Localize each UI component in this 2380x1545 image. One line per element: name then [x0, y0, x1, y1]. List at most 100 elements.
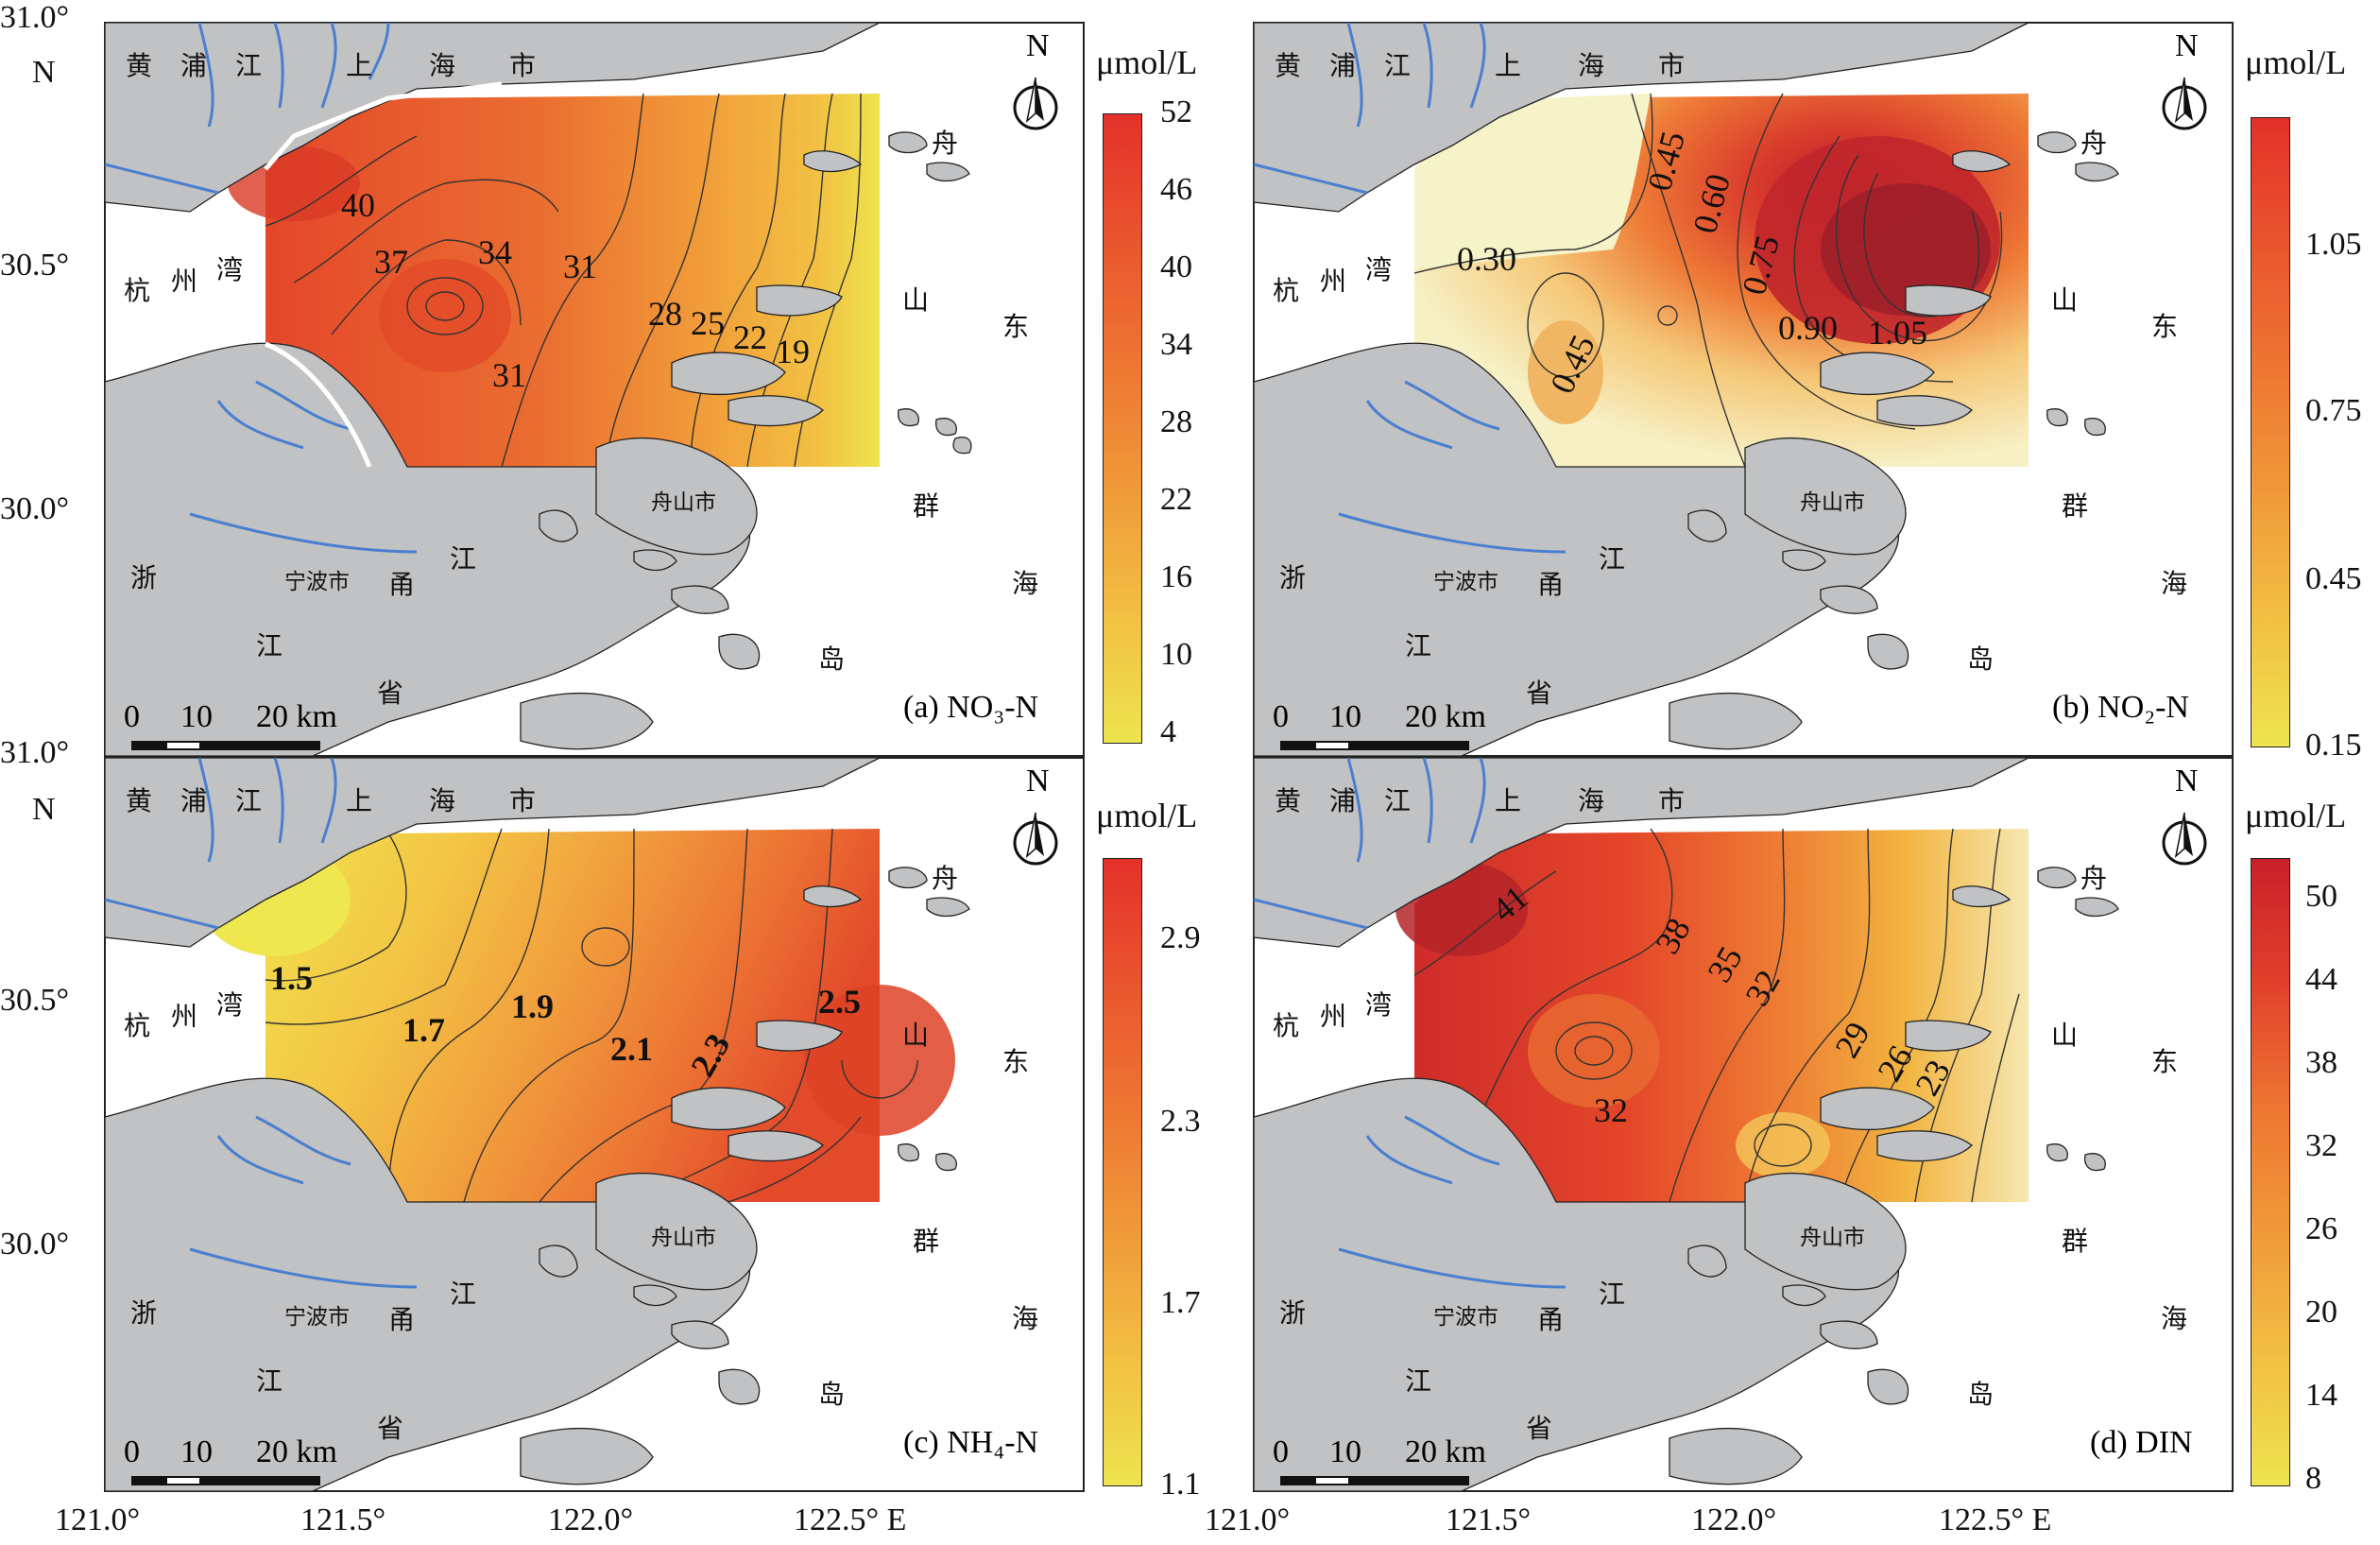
place-zhou-a: 舟: [932, 128, 959, 159]
lon-121-right: 121.0°: [1205, 1502, 1291, 1537]
place-sh-1-b: 上: [1495, 50, 1522, 81]
tick-b-105: 1.05: [2305, 227, 2362, 262]
scale-10-c: 10: [180, 1434, 213, 1469]
colorbar-d: [2251, 858, 2290, 1486]
scale-20-b: 20 km: [1405, 699, 1486, 734]
scale-20-d: 20 km: [1405, 1434, 1486, 1469]
place-zhoushan-a: 舟山市: [651, 490, 716, 515]
tick-c-29: 2.9: [1160, 920, 1201, 955]
tick-b-045: 0.45: [2305, 561, 2362, 596]
place-dong-b: 东: [2151, 311, 2179, 342]
place-sheng-d: 省: [1526, 1413, 1553, 1444]
place-zhe-b: 浙: [1279, 562, 1307, 593]
tick-d-44: 44: [2305, 962, 2337, 997]
place-jiang2-d: 江: [1599, 1279, 1626, 1310]
place-yong-c: 甬: [388, 1304, 416, 1335]
place-huangpu-1-a: 黄: [126, 50, 153, 81]
tick-b-075: 0.75: [2305, 393, 2362, 428]
place-zhe-c: 浙: [130, 1297, 158, 1329]
place-sheng-c: 省: [377, 1413, 404, 1444]
unit-c: μmol/L: [1096, 797, 1198, 834]
place-sh-3-d: 市: [1658, 785, 1686, 816]
place-zhou-d: 舟: [2080, 863, 2108, 894]
scale-10-d: 10: [1329, 1434, 1361, 1469]
north-arrow-icon: [2162, 812, 2207, 866]
place-hz-1-a: 杭: [124, 275, 151, 306]
place-ningbo-a: 宁波市: [284, 570, 350, 594]
tick-d-38: 38: [2305, 1045, 2337, 1080]
place-dong-c: 东: [1002, 1046, 1030, 1077]
caption-a: (a) NO₃-N: [903, 690, 1038, 725]
place-hz-2-d: 州: [1320, 1001, 1347, 1032]
place-hz-2-c: 州: [171, 1001, 198, 1032]
place-sheng-b: 省: [1526, 678, 1553, 709]
contour-label-a-28: 28: [648, 295, 682, 333]
scale-20-a: 20 km: [256, 699, 337, 734]
north-label-a: N: [1026, 28, 1050, 63]
tick-a-10: 10: [1160, 637, 1192, 672]
place-jiang-a: 江: [256, 630, 283, 661]
north-arrow-icon: [1013, 77, 1058, 130]
place-zhe-a: 浙: [130, 562, 158, 593]
place-yong-b: 甬: [1537, 569, 1565, 600]
lat-label-30-bottom: 30.0°: [0, 1227, 70, 1262]
place-hai-b: 海: [2161, 568, 2188, 599]
colorbar-a: [1103, 113, 1142, 744]
place-huangpu-3-d: 江: [1384, 785, 1412, 816]
scale-0-c: 0: [124, 1434, 140, 1469]
place-ningbo-d: 宁波市: [1433, 1305, 1498, 1330]
scale-bar-c: [131, 1476, 320, 1485]
lat-label-30-top: 30.0°: [0, 491, 70, 526]
place-hz-3-c: 湾: [216, 989, 244, 1021]
place-shan-d: 山: [2051, 1020, 2079, 1051]
tick-a-40: 40: [1160, 249, 1192, 284]
place-huangpu-3-a: 江: [235, 50, 263, 81]
tick-a-22: 22: [1160, 482, 1192, 517]
lon-121-5-left: 121.5°: [300, 1502, 386, 1537]
place-yong-a: 甬: [388, 569, 416, 600]
unit-b: μmol/L: [2245, 43, 2347, 81]
tick-a-28: 28: [1160, 404, 1192, 439]
place-sh-3-c: 市: [509, 785, 537, 816]
map-b-svg: 0.30 0.45 0.60 0.75 0.90 1.05 0.45 N 0 1…: [1253, 22, 2234, 757]
map-a-svg: 40 37 34 31 28 25 22 19 31 N 0 10 20 km …: [104, 22, 1085, 757]
scale-0-d: 0: [1273, 1434, 1289, 1469]
tick-c-11: 1.1: [1160, 1467, 1201, 1502]
place-sh-2-b: 海: [1578, 50, 1605, 81]
place-dao-c: 岛: [818, 1379, 846, 1410]
scale-bar-a: [131, 741, 320, 750]
place-sh-3-b: 市: [1658, 50, 1686, 81]
lat-label-31-bottom: 31.0°: [0, 735, 70, 770]
lon-122-5-left: 122.5° E: [794, 1502, 907, 1537]
place-zhou-b: 舟: [2080, 128, 2108, 159]
place-dao-d: 岛: [1967, 1379, 1995, 1410]
place-dao-a: 岛: [818, 644, 846, 675]
place-sh-2-a: 海: [429, 50, 456, 81]
place-huangpu-1-b: 黄: [1275, 50, 1302, 81]
place-hz-2-a: 州: [171, 266, 198, 297]
place-huangpu-2-b: 浦: [1329, 50, 1357, 81]
place-zhoushan-d: 舟山市: [1800, 1226, 1865, 1250]
place-huangpu-2-a: 浦: [180, 50, 208, 81]
contour-label-b-105: 1.05: [1868, 314, 1927, 352]
place-shan-c: 山: [902, 1020, 930, 1051]
tick-a-34: 34: [1160, 327, 1192, 362]
place-jiang2-b: 江: [1599, 543, 1626, 575]
contour-label-c-15: 1.5: [270, 959, 313, 997]
contour-label-a-34: 34: [478, 233, 512, 271]
contour-label-c-25: 2.5: [818, 983, 861, 1021]
map-panel-a-no3: 40 37 34 31 28 25 22 19 31 N 0 10 20 km …: [104, 22, 1085, 757]
place-hz-3-b: 湾: [1365, 254, 1393, 285]
place-jiang2-a: 江: [450, 543, 477, 575]
place-dong-d: 东: [2151, 1046, 2179, 1077]
scale-0-a: 0: [124, 699, 140, 734]
tick-d-32: 32: [2305, 1128, 2337, 1163]
colorbar-b: [2251, 117, 2290, 747]
lat-n-bottom: N: [32, 792, 56, 827]
place-zhou-c: 舟: [932, 863, 959, 894]
lon-122-5-right: 122.5° E: [1939, 1502, 2052, 1537]
unit-a: μmol/L: [1096, 43, 1198, 81]
contour-label-d-32b: 32: [1594, 1091, 1628, 1129]
caption-b: (b) NO₂-N: [2052, 690, 2189, 725]
place-yong-d: 甬: [1537, 1304, 1565, 1335]
